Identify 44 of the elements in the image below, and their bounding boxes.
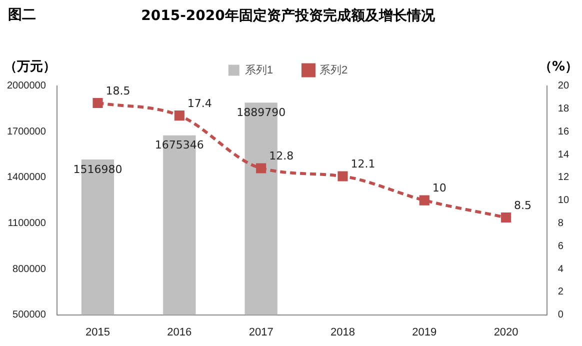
x-tick-label: 2018 (330, 326, 355, 338)
y2-axis-title: （%） (538, 60, 578, 75)
x-tick-label: 2016 (167, 326, 192, 338)
x-tick-label: 2020 (494, 326, 518, 338)
chart-title: 2015-2020年固定资产投资完成额及增长情况 (141, 7, 436, 24)
y2-tick-label: 20 (558, 80, 570, 92)
data-label: 12.1 (350, 158, 376, 171)
data-label: 8.5 (514, 198, 532, 212)
y2-tick-label: 2 (558, 286, 564, 298)
legend-label: 系列1 (244, 63, 274, 76)
data-label: 18.5 (106, 84, 130, 98)
data-label: 1516980 (73, 162, 122, 176)
data-label: 17.4 (187, 96, 212, 110)
legend-label: 系列2 (320, 63, 348, 76)
data-label: 1889790 (236, 106, 286, 119)
point (419, 195, 430, 206)
y2-tick-label: 10 (558, 195, 570, 206)
y2-tick-label: 6 (558, 240, 564, 252)
data-label: 1675346 (154, 138, 204, 152)
y2-tick-label: 12 (558, 172, 570, 184)
y2-tick-label: 0 (558, 310, 564, 321)
data-label: 10 (432, 182, 446, 195)
y2-tick-label: 18 (558, 103, 570, 114)
y2-tick-label: 4 (558, 264, 564, 275)
point (174, 110, 184, 121)
y-tick-label: 500000 (12, 310, 46, 321)
point (256, 163, 266, 174)
point (92, 98, 103, 108)
y-tick-label: 1400000 (6, 172, 46, 184)
x-tick-label: 2019 (412, 326, 437, 338)
y2-tick-label: 16 (558, 126, 570, 138)
y-tick-label: 1700000 (6, 126, 46, 138)
point (338, 171, 348, 182)
y-tick-label: 1100000 (8, 218, 46, 229)
x-tick-label: 2017 (248, 326, 274, 338)
x-tick-label: 2015 (86, 326, 110, 338)
y2-tick-label: 14 (558, 149, 570, 160)
text: 图二 (8, 6, 36, 24)
y-axis-title: （万元） (4, 60, 56, 75)
point (501, 212, 512, 223)
y2-tick-label: 8 (558, 218, 564, 229)
y-tick-label: 2000000 (6, 80, 46, 92)
y-tick-label: 800000 (12, 264, 46, 275)
data-label: 12.8 (269, 150, 294, 163)
